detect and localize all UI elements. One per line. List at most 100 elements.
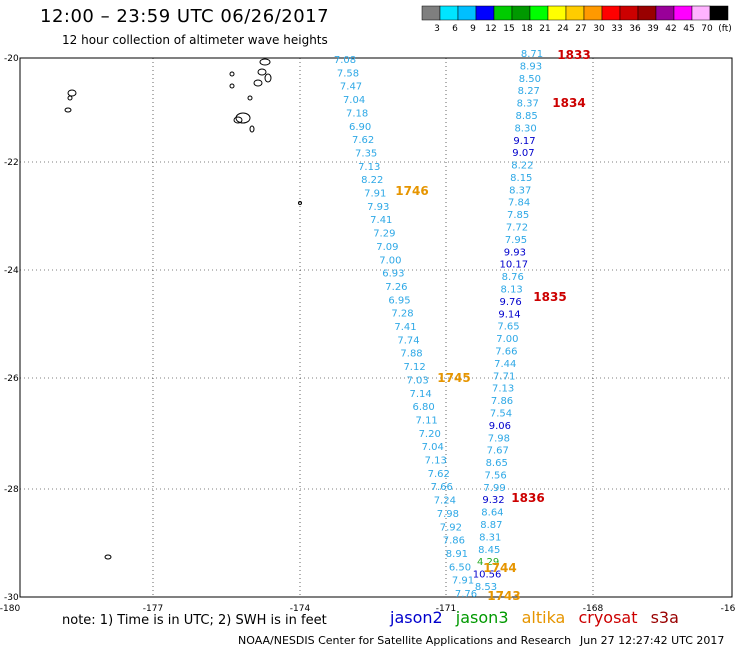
wave-height-value: 7.98 — [488, 433, 510, 444]
colorbar-label: 24 — [557, 24, 569, 34]
wave-height-value: 7.00 — [379, 255, 401, 266]
x-axis-label: -180 — [0, 604, 20, 614]
island-outline — [67, 89, 77, 97]
colorbar-label: 12 — [485, 24, 496, 34]
wave-height-value: 8.50 — [519, 74, 541, 85]
y-axis-label: -20 — [4, 54, 19, 64]
wave-height-value: 7.13 — [425, 456, 447, 467]
wave-height-value: 8.37 — [509, 185, 531, 196]
colorbar-swatch — [439, 5, 459, 21]
wave-height-value: 7.20 — [419, 429, 441, 440]
wave-height-value: 7.98 — [437, 509, 459, 520]
colorbar-swatch — [529, 5, 549, 21]
colorbar-label: 30 — [593, 24, 605, 34]
pass-time-label: 1833 — [557, 48, 590, 62]
wave-height-value: 9.17 — [513, 136, 535, 147]
wave-height-value: 7.41 — [370, 215, 392, 226]
island-outline — [259, 58, 271, 66]
wave-height-value: 7.13 — [358, 162, 380, 173]
map-subtitle: 12 hour collection of altimeter wave hei… — [62, 33, 328, 47]
colorbar-label: 45 — [683, 24, 694, 34]
wave-height-value: 7.12 — [403, 362, 425, 373]
wave-height-value: 7.86 — [491, 396, 513, 407]
island-outline — [64, 107, 72, 113]
legend-s3a: s3a — [650, 608, 679, 627]
wave-height-value: 7.62 — [428, 469, 450, 480]
colorbar-swatch — [565, 5, 585, 21]
legend-altika: altika — [521, 608, 566, 627]
wave-height-value: 10.56 — [473, 570, 502, 581]
wave-height-value: 7.14 — [409, 389, 431, 400]
island-outline — [247, 95, 253, 101]
footer-note: note: 1) Time is in UTC; 2) SWH is in fe… — [62, 613, 327, 628]
colorbar-label: 27 — [575, 24, 586, 34]
wave-height-value: 7.93 — [367, 202, 389, 213]
wave-height-value: 9.32 — [482, 495, 504, 506]
wave-height-value: 8.30 — [514, 123, 536, 134]
wave-height-value: 7.74 — [397, 335, 419, 346]
island-outline — [264, 73, 272, 83]
colorbar-swatch — [457, 5, 477, 21]
island-outline — [67, 95, 73, 101]
colorbar-swatch — [547, 5, 567, 21]
colorbar-label: 6 — [452, 24, 458, 34]
wave-height-value: 7.03 — [406, 375, 428, 386]
colorbar-swatch — [637, 5, 657, 21]
wave-height-value: 8.31 — [479, 532, 501, 543]
wave-height-value: 7.41 — [394, 322, 416, 333]
colorbar-swatch — [691, 5, 711, 21]
wave-height-value: 8.93 — [520, 61, 542, 72]
pass-time-label: 1744 — [483, 561, 516, 575]
colorbar-label: 70 — [701, 24, 713, 34]
wave-height-value: 4.29 — [477, 557, 499, 568]
x-axis-label: -174 — [290, 604, 311, 614]
island-outline — [229, 83, 235, 89]
wave-height-value: 7.86 — [443, 536, 465, 547]
colorbar-label: (ft) — [718, 24, 732, 34]
y-axis-label: -28 — [4, 485, 19, 495]
colorbar-swatch — [511, 5, 531, 21]
island-outline — [249, 125, 255, 133]
wave-height-value: 8.45 — [478, 545, 500, 556]
wave-height-value: 6.80 — [413, 402, 435, 413]
island-outline — [257, 68, 267, 76]
wave-height-value: 7.13 — [492, 384, 514, 395]
wave-height-value: 7.04 — [343, 95, 365, 106]
legend-jason3: jason3 — [455, 608, 509, 627]
wave-height-value: 9.06 — [489, 421, 511, 432]
colorbar-swatch — [619, 5, 639, 21]
wave-height-value: 7.67 — [487, 446, 509, 457]
colorbar-label: 21 — [539, 24, 550, 34]
colorbar-label: 3 — [434, 24, 440, 34]
colorbar-label: 15 — [503, 24, 514, 34]
x-axis-label: -16 — [721, 604, 736, 614]
wave-height-value: 8.37 — [517, 99, 539, 110]
wave-height-value: 7.65 — [497, 322, 519, 333]
island-outline — [298, 201, 302, 205]
wave-height-value: 8.22 — [361, 175, 383, 186]
pass-time-label: 1745 — [437, 371, 470, 385]
pass-time-label: 1743 — [487, 589, 520, 603]
colorbar-swatch — [583, 5, 603, 21]
wave-height-value: 10.17 — [499, 260, 528, 271]
wave-height-value: 7.91 — [452, 576, 474, 587]
wave-height-value: 8.65 — [486, 458, 508, 469]
wave-height-value: 7.76 — [455, 589, 477, 600]
colorbar-label: 33 — [611, 24, 622, 34]
island-outline — [104, 554, 112, 560]
wave-height-value: 7.09 — [376, 242, 398, 253]
colorbar-label: 39 — [647, 24, 659, 34]
wave-height-value: 7.28 — [391, 309, 413, 320]
generated-timestamp: Jun 27 12:27:42 UTC 2017 — [580, 634, 725, 647]
wave-height-value: 7.85 — [507, 210, 529, 221]
wave-height-value: 7.95 — [505, 235, 527, 246]
wave-height-value: 7.00 — [496, 334, 518, 345]
colorbar-label: 42 — [665, 24, 676, 34]
wave-height-value: 7.44 — [494, 359, 516, 370]
wave-height-value: 8.27 — [518, 86, 540, 97]
colorbar-swatch — [493, 5, 513, 21]
y-axis-label: -30 — [4, 593, 19, 603]
x-axis-label: -171 — [436, 604, 456, 614]
wave-height-value: 7.04 — [422, 442, 444, 453]
